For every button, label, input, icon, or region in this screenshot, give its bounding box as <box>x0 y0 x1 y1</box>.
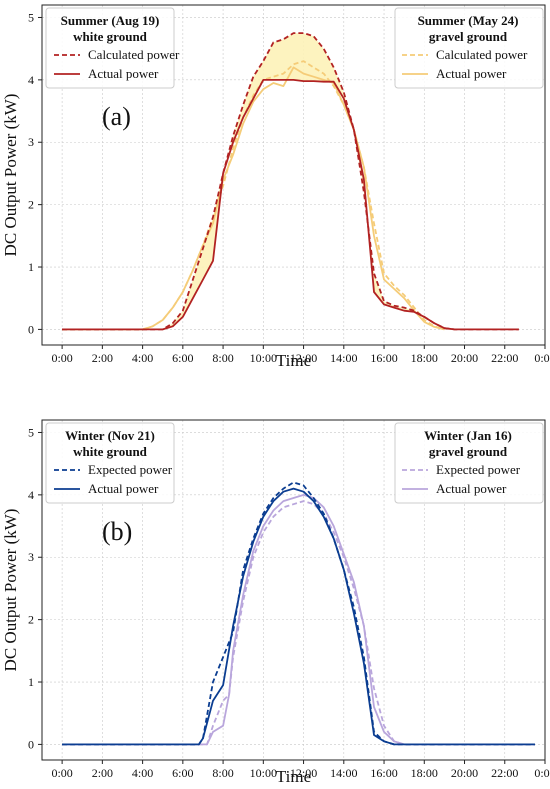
legend-title: Summer (Aug 19) <box>61 13 160 28</box>
x-tick-label: 18:00 <box>411 351 438 365</box>
series-line-right-actual-power <box>62 66 445 331</box>
legend-title: Summer (May 24) <box>418 13 519 28</box>
legend-subtitle: gravel ground <box>429 29 508 44</box>
x-tick-label: 20:00 <box>451 766 478 780</box>
y-axis-label: DC Output Power (kW) <box>1 509 20 672</box>
y-tick-label: 4 <box>28 73 34 87</box>
y-axis-label: DC Output Power (kW) <box>1 94 20 257</box>
legend-box <box>394 7 544 89</box>
x-axis-label: Time <box>276 767 311 786</box>
x-tick-label: 0:00 <box>51 766 72 780</box>
x-tick-label: 12:00 <box>290 766 317 780</box>
x-tick-label: 8:00 <box>212 766 233 780</box>
legend-item: Expected power <box>88 462 173 477</box>
legend-item: Expected power <box>436 462 521 477</box>
legend-box <box>45 422 175 504</box>
series-line-left-actual-power <box>62 487 535 746</box>
x-tick-label: 8:00 <box>212 351 233 365</box>
x-tick-label: 2:00 <box>92 351 113 365</box>
legend-title: Winter (Jan 16) <box>424 428 512 443</box>
legend-subtitle: white ground <box>73 444 148 459</box>
plot-frame <box>41 419 546 761</box>
series-line-left-expected-power <box>62 481 535 746</box>
x-tick-label: 4:00 <box>132 351 153 365</box>
legend-subtitle: gravel ground <box>429 444 508 459</box>
legend-item: Calculated power <box>88 47 180 62</box>
x-tick-label: 4:00 <box>132 766 153 780</box>
y-tick-label: 1 <box>28 260 34 274</box>
legend-right: Summer (May 24)gravel ground Calculated p… <box>394 7 544 89</box>
x-tick-label: 14:00 <box>330 766 357 780</box>
x-tick-label: 6:00 <box>172 351 193 365</box>
legend-box <box>45 7 175 89</box>
x-axis-label: Time <box>276 351 311 370</box>
legend-left: Winter (Nov 21)white ground Expected powe… <box>45 422 175 504</box>
chart-panel-b: 0:00 2:00 4:00 6:00 8:00 10:00 12:00 14:00 16:00… <box>1 419 550 786</box>
legend-item: Actual power <box>88 66 159 81</box>
y-tick-label: 0 <box>28 322 34 336</box>
x-tick-label: 2:00 <box>92 766 113 780</box>
x-tick-label: 0:00 <box>534 351 550 365</box>
series-line-right-calculated-power <box>62 60 445 331</box>
legend-title: Winter (Nov 21) <box>65 428 155 443</box>
y-tick-label: 5 <box>28 425 34 439</box>
legend-item: Calculated power <box>436 47 528 62</box>
legend-subtitle: white ground <box>73 29 148 44</box>
y-tick-label: 4 <box>28 488 34 502</box>
y-tick-label: 3 <box>28 550 34 564</box>
panel-label: (b) <box>102 517 132 546</box>
x-tick-label: 10:00 <box>250 351 277 365</box>
x-tick-label: 22:00 <box>491 351 518 365</box>
x-tick-label: 6:00 <box>172 766 193 780</box>
x-tick-label: 20:00 <box>451 351 478 365</box>
y-tick-label: 2 <box>28 613 34 627</box>
legend-item: Actual power <box>88 481 159 496</box>
series-line-right-expected-power <box>62 500 535 746</box>
y-tick-label: 5 <box>28 10 34 24</box>
x-tick-label: 14:00 <box>330 351 357 365</box>
x-tick-label: 10:00 <box>250 766 277 780</box>
x-tick-label: 16:00 <box>370 766 397 780</box>
legend-item: Actual power <box>436 481 507 496</box>
x-tick-label: 22:00 <box>491 766 518 780</box>
x-tick-label: 0:00 <box>534 766 550 780</box>
x-tick-label: 18:00 <box>411 766 438 780</box>
x-tick-label: 12:00 <box>290 351 317 365</box>
legend-item: Actual power <box>436 66 507 81</box>
series-line-left-actual-power <box>62 79 519 331</box>
y-tick-label: 1 <box>28 675 34 689</box>
chart-panel-a: 0:00 2:00 4:00 6:00 8:00 10:00 12:00 14:00 16:00… <box>1 4 550 370</box>
y-tick-label: 2 <box>28 198 34 212</box>
x-tick-label: 0:00 <box>51 351 72 365</box>
panel-label: (a) <box>102 102 131 131</box>
legend-box <box>394 422 544 504</box>
x-tick-label: 16:00 <box>370 351 397 365</box>
legend-right: Winter (Jan 16)gravel ground Expected pow… <box>394 422 544 504</box>
y-tick-label: 0 <box>28 737 34 751</box>
legend-left: Summer (Aug 19)white ground Calculated po… <box>45 7 180 89</box>
plot-frame <box>41 4 546 346</box>
y-tick-label: 3 <box>28 135 34 149</box>
